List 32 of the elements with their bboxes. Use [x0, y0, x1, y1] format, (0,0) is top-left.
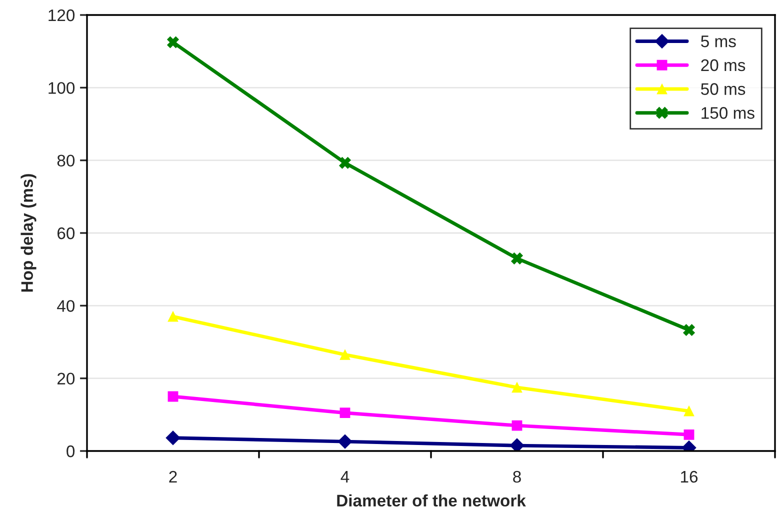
y-tick-label: 0 [66, 445, 75, 458]
point [338, 434, 352, 449]
x-tick-label: 8 [513, 470, 521, 483]
y-tick-label: 40 [57, 300, 75, 312]
point [684, 429, 694, 440]
y-axis-title: Hop delay (ms) [20, 174, 36, 292]
point [168, 391, 178, 402]
point [512, 420, 522, 431]
legend-label: 5 ms [701, 36, 736, 48]
point [683, 324, 695, 336]
point [512, 382, 522, 393]
x-tick-label: 4 [340, 471, 350, 483]
point [340, 350, 350, 360]
x-tick-label: 2 [169, 470, 177, 483]
point [168, 311, 178, 322]
point [510, 438, 524, 451]
point [340, 408, 350, 418]
point [167, 36, 179, 48]
point [511, 252, 523, 264]
y-tick-label: 60 [58, 227, 75, 240]
legend-label: 150 ms [702, 107, 754, 119]
legend-label: 20 ms [701, 59, 746, 72]
x-tick-label: 16 [681, 470, 698, 483]
point [166, 430, 180, 446]
y-tick-label: 120 [48, 9, 75, 22]
y-tick-label: 20 [57, 372, 75, 385]
y-tick-label: 100 [48, 82, 75, 94]
x-axis-title: Diameter of the network [337, 494, 526, 507]
point [339, 156, 351, 169]
point [684, 406, 694, 416]
legend-label: 50 ms [701, 83, 746, 95]
y-tick-label: 80 [57, 154, 75, 167]
